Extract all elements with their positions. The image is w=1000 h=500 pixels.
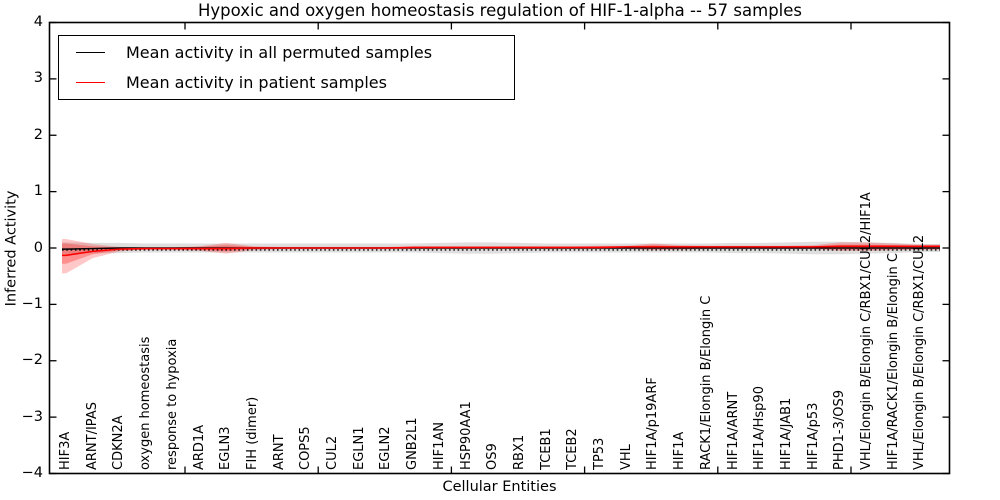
chart-title: Hypoxic and oxygen homeostasis regulatio…	[197, 1, 803, 20]
x-tick-label: HIF3A	[58, 431, 73, 470]
x-tick-label: FIH (dimer)	[244, 396, 260, 470]
x-tick-label: HIF1A	[672, 431, 688, 470]
patient-mean-line	[62, 245, 940, 257]
x-tick-label: COPS5	[298, 426, 314, 470]
legend: Mean activity in all permuted samples Me…	[58, 35, 515, 100]
y-tick-label: −2	[21, 352, 43, 369]
y-tick-label: −1	[21, 295, 43, 312]
legend-entry-permuted: Mean activity in all permuted samples	[76, 41, 514, 64]
y-tick-label: 2	[33, 126, 43, 143]
y-tick-label: 3	[33, 70, 43, 87]
x-tick-label: VHL	[618, 444, 634, 470]
x-axis-label: Cellular Entities	[442, 479, 557, 495]
legend-label: Mean activity in patient samples	[126, 73, 387, 92]
x-tick-label: HIF1AN	[431, 422, 447, 470]
y-tick-label: −3	[21, 408, 43, 425]
x-tick-label: HIF1A/p53	[805, 402, 821, 470]
x-tick-label: CUL2	[325, 435, 340, 470]
legend-label: Mean activity in all permuted samples	[126, 43, 433, 62]
x-tick-label: HIF1A/RACK1/Elongin B/Elongin C	[885, 253, 901, 470]
x-tick-label: GNB2L1	[405, 417, 421, 470]
y-tick-label: 0	[33, 239, 43, 256]
legend-line-sample-red	[76, 82, 105, 83]
x-tick-label: TCEB1	[538, 428, 554, 470]
x-tick-label: CDKN2A	[111, 415, 127, 470]
x-tick-label: TP53	[592, 437, 607, 470]
x-tick-label: ARNT/IPAS	[84, 402, 100, 470]
x-tick-label: EGLN1	[351, 426, 367, 470]
x-tick-label: HSP90AA1	[458, 401, 474, 470]
x-tick-label: HIF1A/JAB1	[778, 397, 794, 470]
x-tick-label: VHL/Elongin B/Elongin C/RBX1/CUL2	[912, 234, 928, 470]
x-tick-label: PHD1-3/OS9	[832, 390, 848, 470]
x-tick-label: ARD1A	[191, 424, 207, 470]
x-tick-label: ARNT	[271, 434, 287, 470]
x-tick-label: EGLN2	[378, 426, 394, 470]
x-tick-label: EGLN3	[218, 426, 234, 470]
x-tick-label: HIF1A/Hsp90	[752, 386, 768, 470]
x-tick-label: HIF1A/p19ARF	[645, 377, 661, 470]
legend-line-sample-black	[76, 52, 105, 53]
x-tick-label: RACK1/Elongin B/Elongin C	[698, 295, 714, 470]
x-tick-label: HIF1A/ARNT	[725, 391, 741, 470]
x-tick-label: OS9	[485, 443, 501, 470]
y-tick-label: −4	[21, 465, 43, 481]
x-tick-label: RBX1	[511, 434, 527, 470]
legend-entry-patient: Mean activity in patient samples	[76, 71, 514, 94]
x-tick-label: oxygen homeostasis	[138, 336, 154, 470]
x-tick-label: VHL/Elongin B/Elongin C/RBX1/CUL2/HIF1A	[859, 192, 874, 470]
x-tick-label: response to hypoxia	[164, 338, 180, 470]
y-tick-label: 4	[33, 14, 43, 30]
x-tick-label: TCEB2	[565, 428, 581, 470]
y-tick-label: 1	[33, 183, 43, 200]
